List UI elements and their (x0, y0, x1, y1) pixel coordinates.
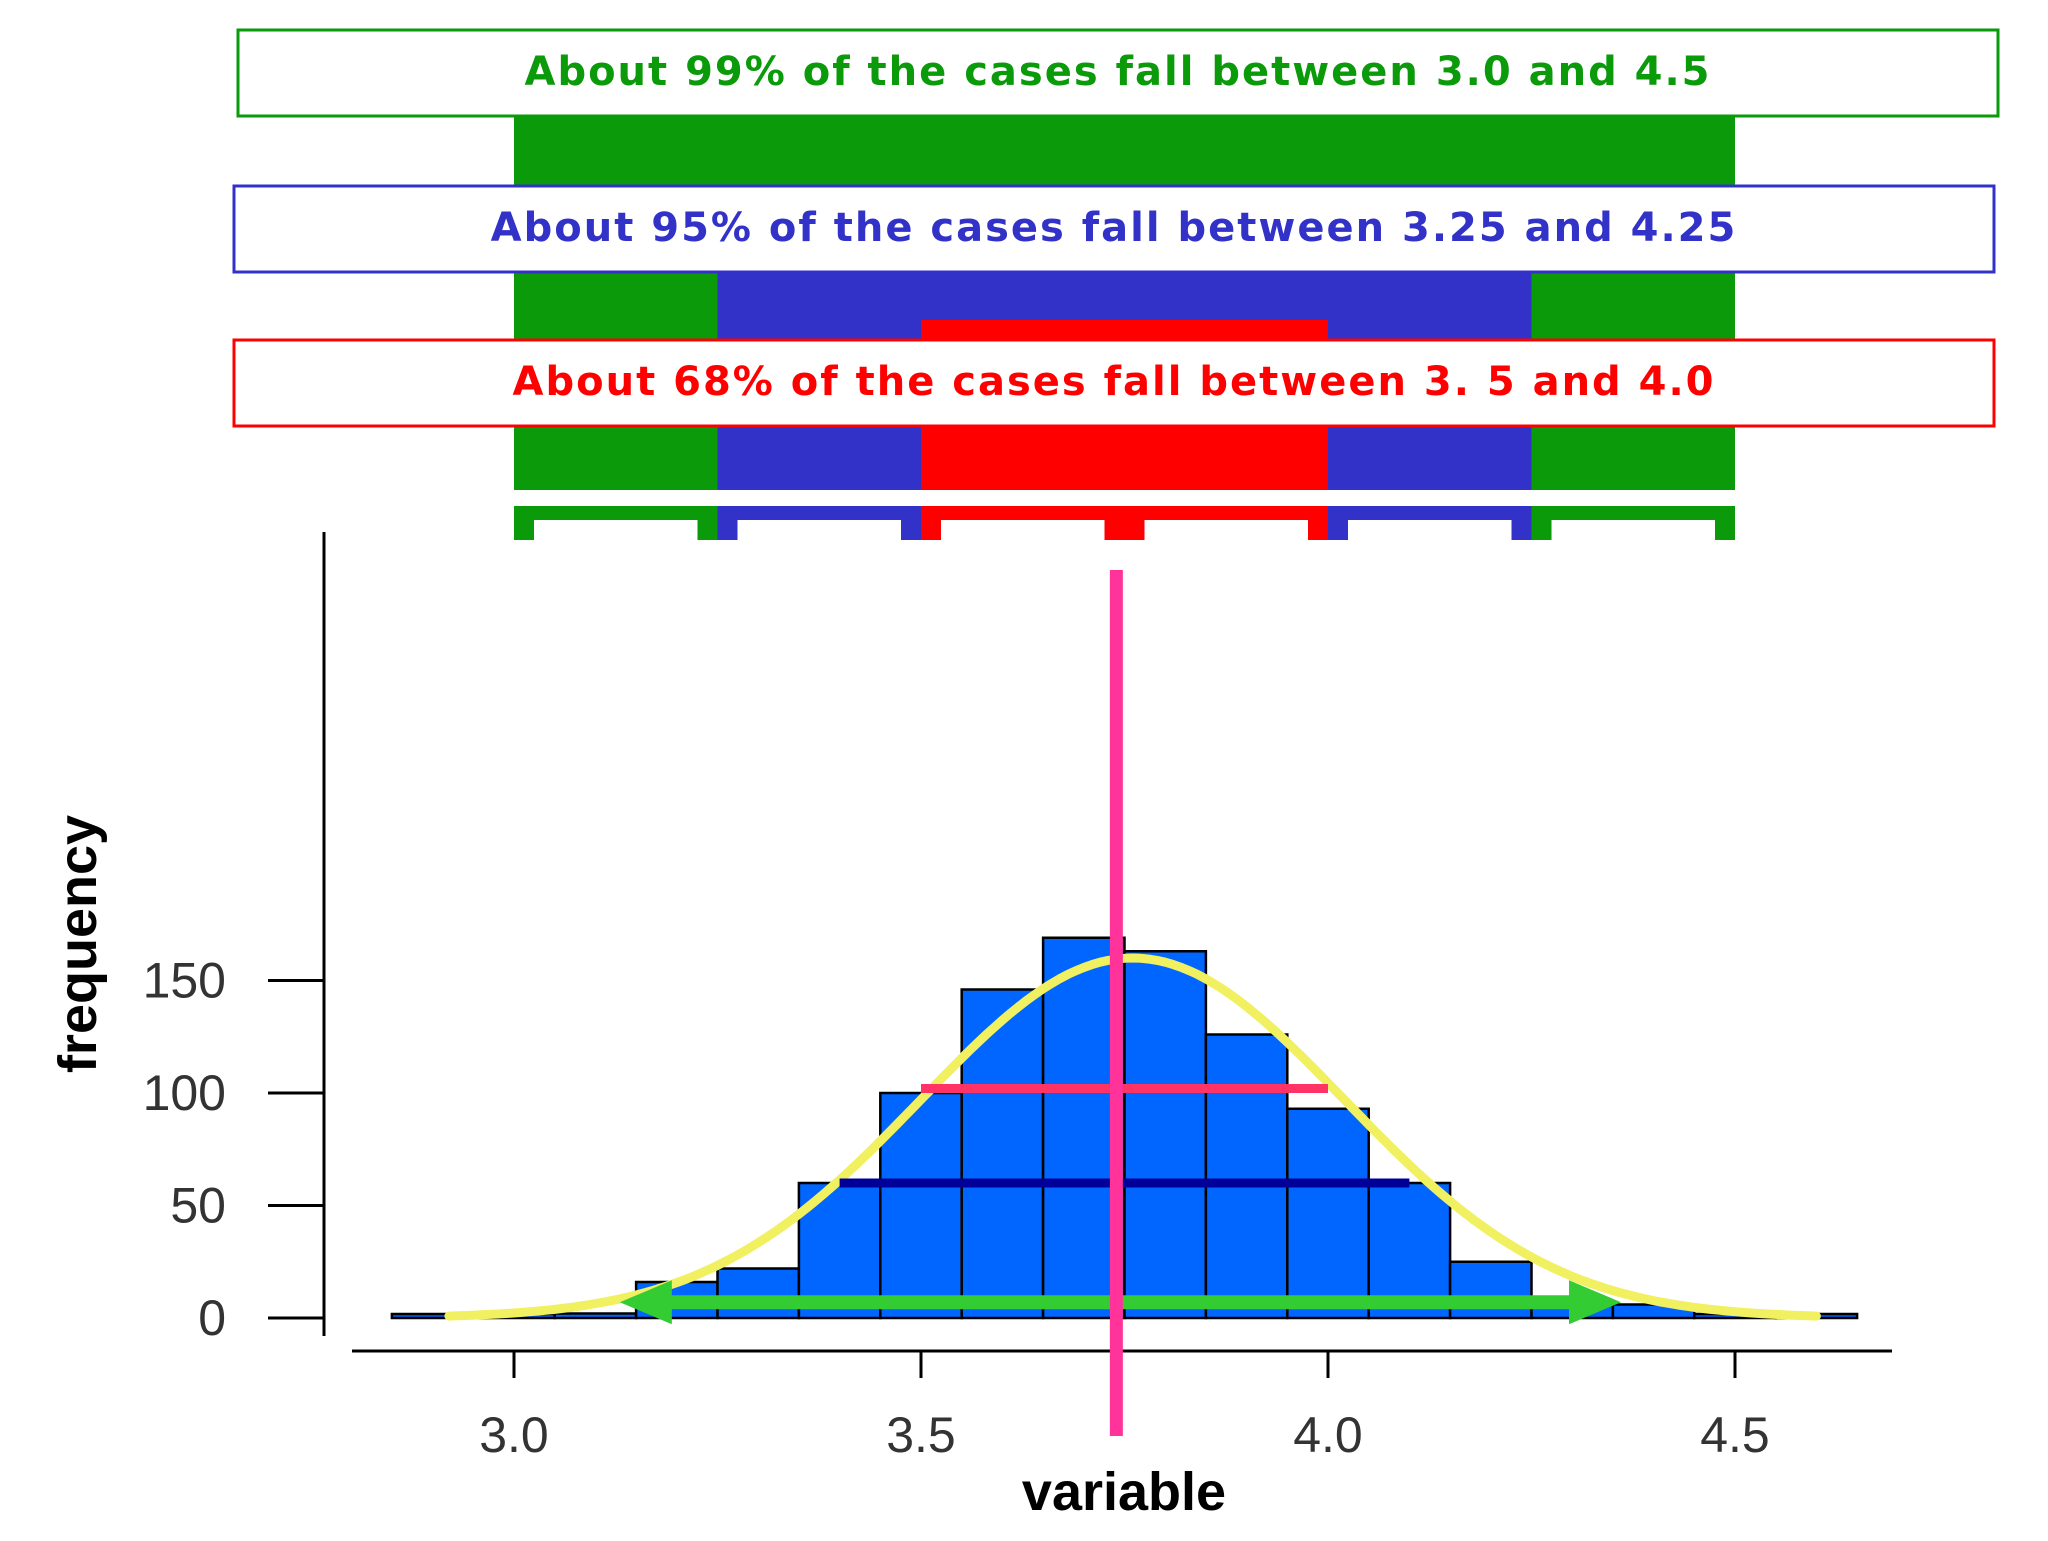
histogram-bar-11 (1286, 1107, 1370, 1320)
banner-68-text: About 68% of the cases fall between 3. 5… (513, 359, 1716, 405)
y-tick-label-2: 100 (143, 1065, 226, 1121)
bracket-tab-right-1 (901, 520, 921, 540)
x-tick-label-0: 3.0 (479, 1407, 549, 1463)
bracket-bar-2 (921, 506, 1328, 520)
bracket-tab-left-4 (1531, 520, 1552, 540)
y-axis-title: frequency (48, 815, 108, 1073)
x-tick-label-3: 4.5 (1700, 1407, 1770, 1463)
bell-curve (444, 953, 1821, 1321)
bracket-tab-left-1 (717, 520, 738, 540)
bracket-bar-0 (514, 506, 718, 520)
bracket-tab-right-0 (697, 520, 718, 540)
bracket-tab-right-4 (1715, 520, 1735, 540)
bracket-tab-left-0 (514, 520, 534, 540)
bracket-tab-center (1104, 520, 1145, 540)
histogram-bars (390, 936, 1859, 1320)
x-ticks: 3.0 3.5 4.0 4.5 (479, 1351, 1770, 1463)
overlays (444, 570, 1821, 1436)
bracket-bar-1 (717, 506, 921, 520)
range-arrow-head-right (1569, 1280, 1622, 1325)
histogram-bar-4 (716, 1267, 801, 1320)
bracket-tab-left-3 (1328, 520, 1348, 540)
bracket-tab-right-2 (1308, 520, 1328, 540)
range-bands (514, 116, 1735, 540)
banner-99: About 99% of the cases fall between 3.0 … (236, 28, 2000, 118)
x-axis-title: variable (1022, 1462, 1226, 1522)
x-tick-label-1: 3.5 (886, 1407, 956, 1463)
bracket-tab-right-3 (1511, 520, 1532, 540)
x-tick-label-2: 4.0 (1293, 1407, 1363, 1463)
y-ticks: 0 50 100 150 (143, 953, 324, 1346)
banner-99-text: About 99% of the cases fall between 3.0 … (524, 49, 1711, 95)
histogram-bar-10 (1204, 1033, 1289, 1320)
histogram-bar-7 (960, 988, 1045, 1320)
bracket-bar-3 (1328, 506, 1532, 520)
band-gap (514, 490, 1735, 506)
range-arrow-head-left (619, 1280, 672, 1325)
bracket-tab-left-2 (921, 520, 941, 540)
y-tick-label-1: 50 (170, 1178, 226, 1234)
banner-95: About 95% of the cases fall between 3.25… (232, 184, 1996, 274)
histogram-bar-2 (553, 1312, 638, 1320)
bracket-bar-4 (1531, 506, 1735, 520)
banner-68: About 68% of the cases fall between 3. 5… (232, 338, 1996, 428)
y-tick-label-0: 0 (198, 1290, 226, 1346)
histogram-bar-13 (1448, 1260, 1533, 1320)
y-tick-label-3: 150 (143, 953, 226, 1009)
banner-95-text: About 95% of the cases fall between 3.25… (491, 205, 1738, 251)
histogram-bar-9 (1123, 950, 1208, 1320)
